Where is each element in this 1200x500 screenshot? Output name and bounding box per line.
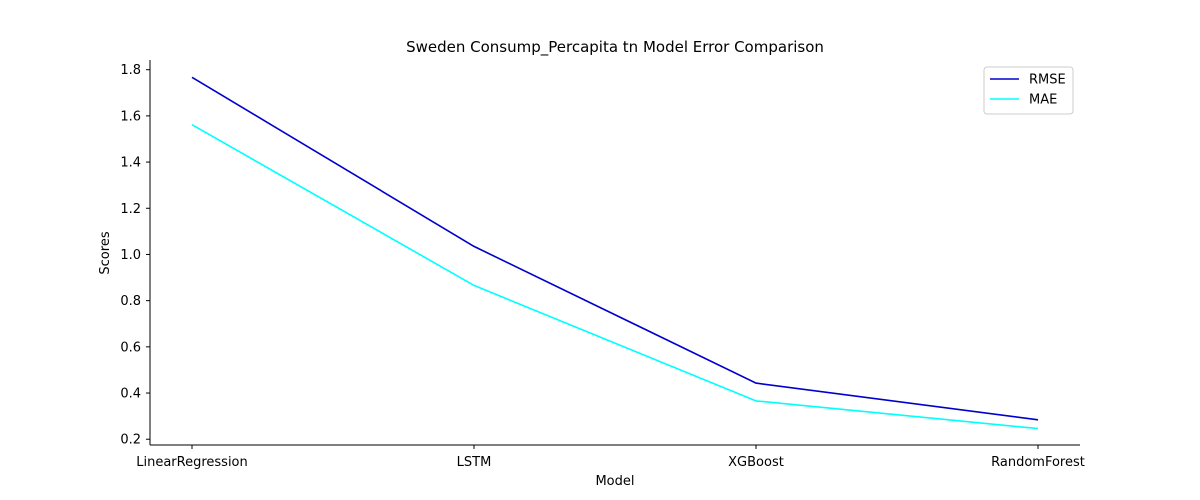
y-tick-label: 1.0 — [120, 248, 141, 263]
legend-label-mae: MAE — [1029, 93, 1057, 108]
y-tick-label: 1.8 — [120, 63, 141, 78]
y-axis-label: Scores — [98, 231, 113, 274]
x-tick-label: LinearRegression — [136, 455, 248, 470]
series-lines — [191, 76, 1039, 430]
series-line-rmse — [191, 76, 1039, 421]
x-axis-label: Model — [595, 474, 634, 489]
y-tick-label: 1.2 — [120, 202, 141, 217]
y-ticks: 0.2 0.4 0.6 0.8 1.0 1.2 1.4 1.6 1.8 — [120, 63, 150, 448]
x-ticks: LinearRegression LSTM XGBoost RandomForest — [136, 445, 1085, 470]
legend-label-rmse: RMSE — [1029, 73, 1066, 88]
x-tick-label: XGBoost — [728, 455, 784, 470]
y-tick-label: 0.8 — [120, 294, 141, 309]
y-tick-label: 1.6 — [120, 109, 141, 124]
y-tick-label: 1.4 — [120, 156, 141, 171]
legend: RMSE MAE — [983, 66, 1074, 115]
chart-title: Sweden Consump_Percapita tn Model Error … — [406, 38, 824, 57]
y-tick-label: 0.6 — [120, 340, 141, 355]
y-tick-label: 0.2 — [120, 433, 141, 448]
x-tick-label: LSTM — [457, 455, 492, 470]
axes — [149, 60, 1080, 446]
y-tick-label: 0.4 — [120, 387, 141, 402]
series-line-mae — [191, 124, 1039, 430]
x-tick-label: RandomForest — [991, 455, 1085, 470]
